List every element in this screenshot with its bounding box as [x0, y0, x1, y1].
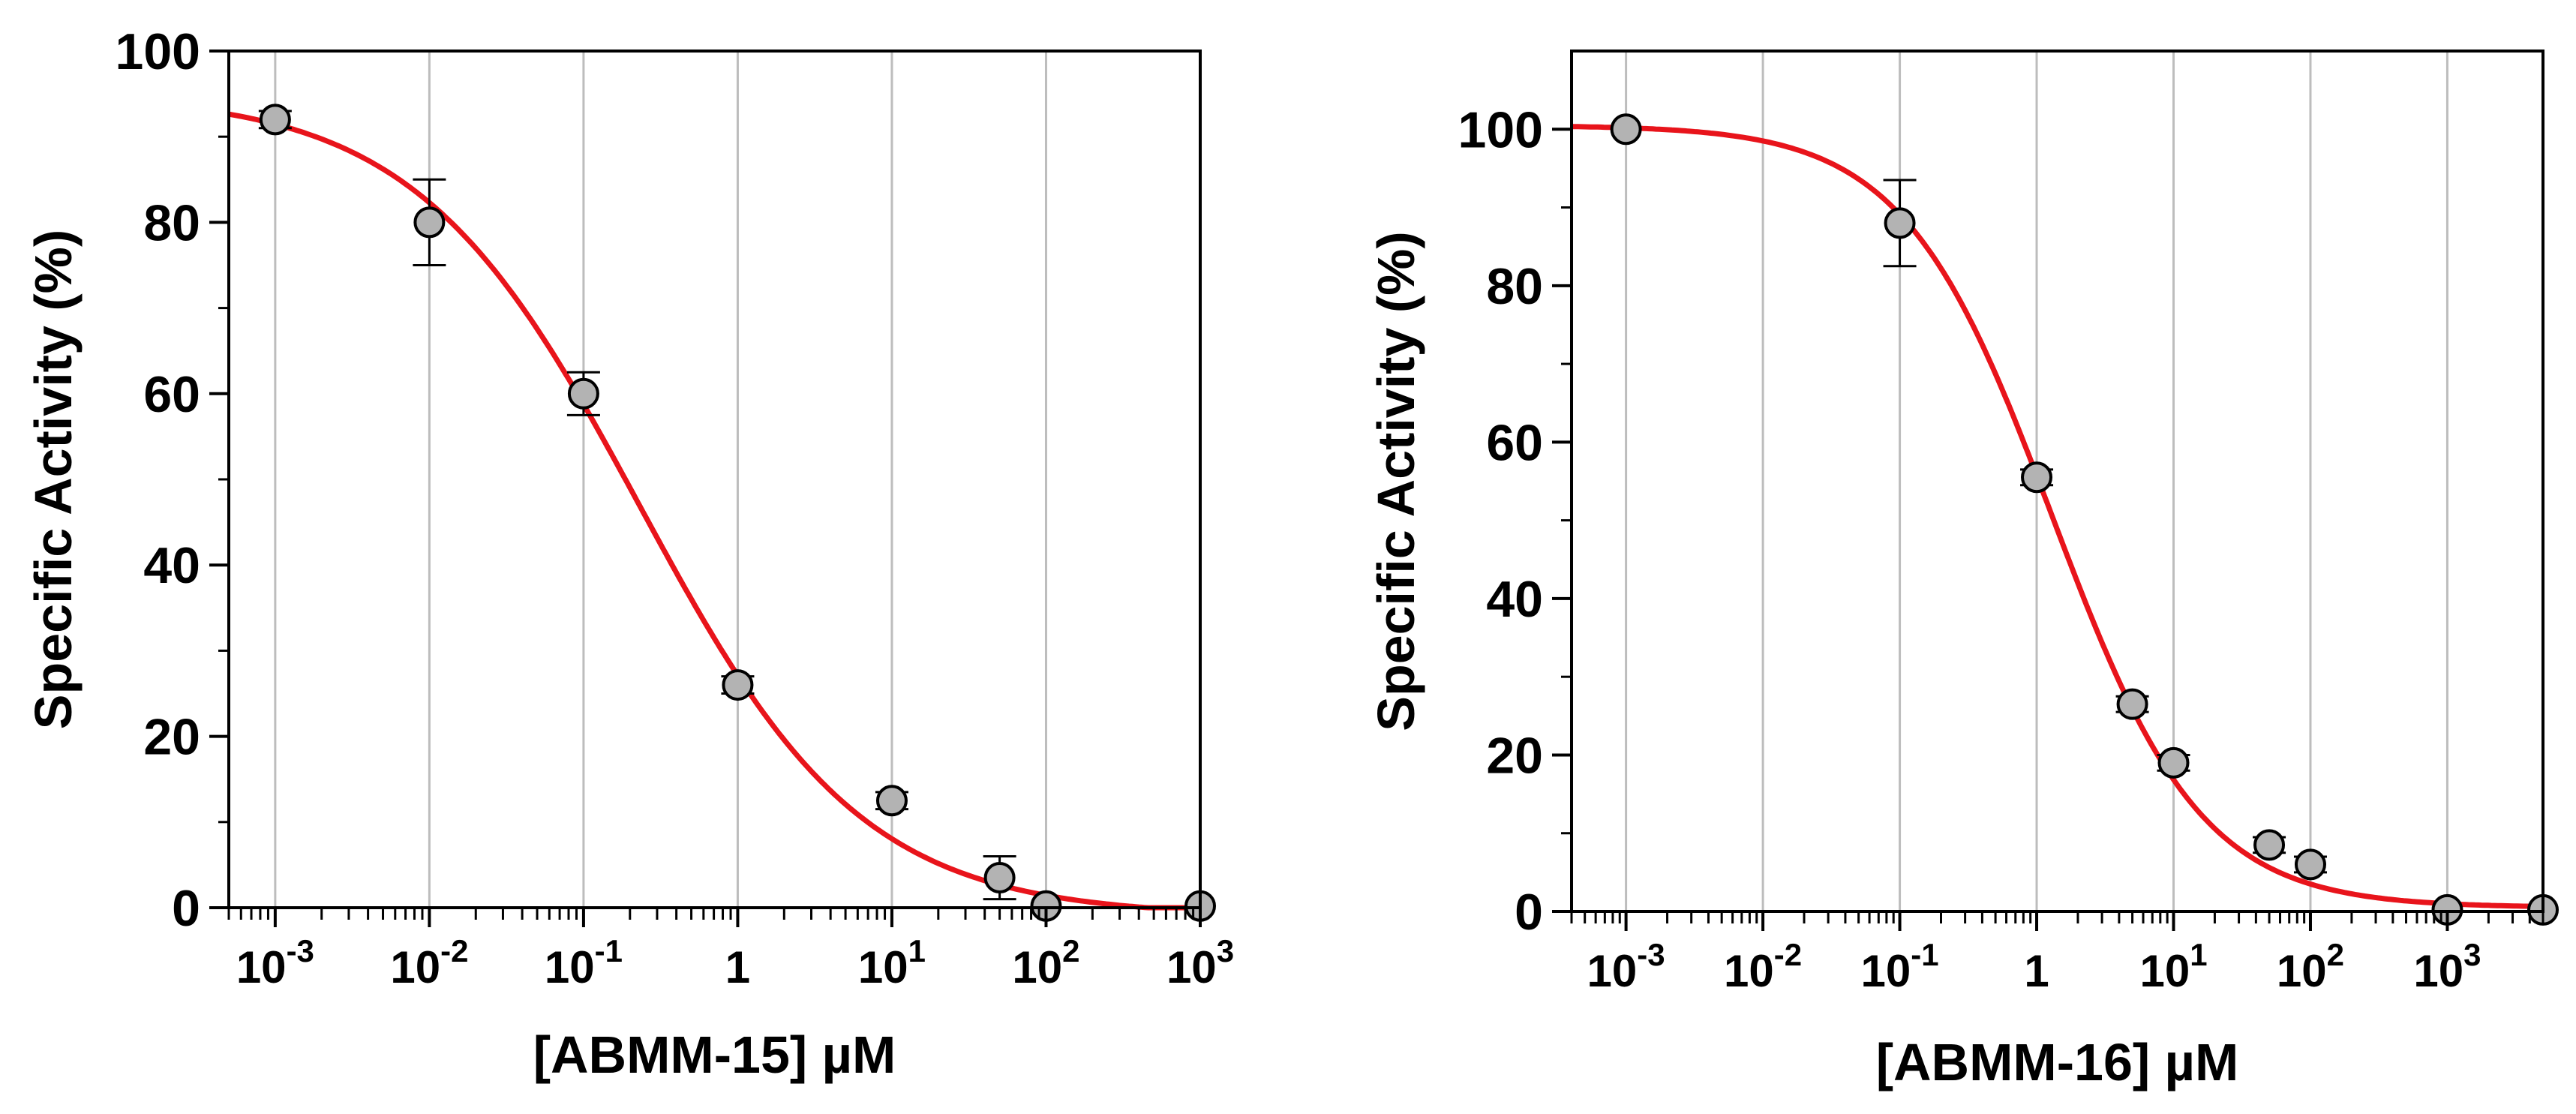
plot-border: [227, 50, 1202, 909]
x-tick-label: 101: [2139, 937, 2207, 996]
data-point: [2294, 848, 2326, 881]
y-tick-label: 0: [172, 880, 200, 937]
data-point: [983, 862, 1016, 894]
data-point: [413, 206, 446, 239]
chart-abmm-16: 10-3 10-2 10-1 1 101 102 103 0 20 40 60 80 100 Spec…: [1367, 50, 2559, 1091]
data-point: [1610, 113, 1642, 146]
data-point: [2253, 829, 2286, 861]
y-tick-label: 100: [1458, 101, 1543, 158]
data-point: [2021, 461, 2053, 494]
x-tick-label: 10-2: [390, 933, 468, 992]
y-tick-label: 40: [1486, 571, 1543, 628]
data-point: [722, 669, 754, 701]
y-axis: 0 20 40 60 80 100: [116, 23, 229, 937]
y-tick-label: 80: [143, 194, 200, 251]
y-axis-label: Specific Activity (%): [1367, 231, 1425, 731]
y-tick-label: 80: [1486, 258, 1543, 315]
data-points-group: [1610, 113, 2559, 926]
y-tick-label: 0: [1515, 884, 1543, 941]
data-point: [875, 785, 908, 817]
plot-border: [1570, 50, 2544, 913]
x-tick-label: 101: [858, 933, 926, 992]
data-point: [2157, 746, 2190, 779]
x-tick-label: 102: [2277, 937, 2344, 996]
x-tick-label: 103: [2413, 937, 2481, 996]
x-tick-label: 102: [1012, 933, 1079, 992]
x-tick-label: 1: [2024, 946, 2049, 996]
data-point: [2116, 688, 2148, 720]
x-axis: 10-3 10-2 10-1 1 101 102 103: [227, 908, 1234, 992]
x-axis-label: [ABMM-16] µM: [1876, 1033, 2239, 1091]
chart-abmm-15: 10-3 10-2 10-1 1 101 102 103 0 20 40 60 80 100 Spec…: [24, 23, 1234, 1084]
x-tick-label: 1: [725, 942, 750, 992]
plot-frame: [1570, 50, 2544, 913]
data-point: [1884, 207, 1916, 239]
y-axis: 0 20 40 60 80 100: [1458, 101, 1572, 941]
x-tick-label: 10-1: [1861, 937, 1939, 996]
y-tick-label: 60: [1486, 414, 1543, 471]
x-axis: 10-3 10-2 10-1 1 101 102 103: [1570, 911, 2544, 996]
x-tick-label: 10-3: [236, 933, 314, 992]
x-tick-label: 10-3: [1587, 937, 1665, 996]
data-point: [567, 377, 599, 410]
y-tick-label: 60: [143, 366, 200, 423]
fit-curve-group: [228, 111, 1200, 911]
fit-curve-group: [1572, 124, 2544, 909]
x-tick-label: 10-1: [545, 933, 623, 992]
x-tick-label: 10-2: [1724, 937, 1802, 996]
x-axis-label: [ABMM-15] µM: [533, 1025, 896, 1084]
y-tick-label: 100: [116, 23, 200, 80]
y-axis-label: Specific Activity (%): [24, 230, 83, 729]
y-tick-label: 40: [143, 537, 200, 594]
data-point: [259, 104, 291, 136]
data-points-group: [258, 104, 1216, 922]
y-tick-label: 20: [1486, 727, 1543, 784]
plot-frame: [227, 50, 1202, 909]
fit-curve: [228, 111, 1200, 911]
x-tick-label: 103: [1166, 933, 1234, 992]
fit-curve: [1572, 124, 2544, 909]
y-tick-label: 20: [143, 709, 200, 766]
